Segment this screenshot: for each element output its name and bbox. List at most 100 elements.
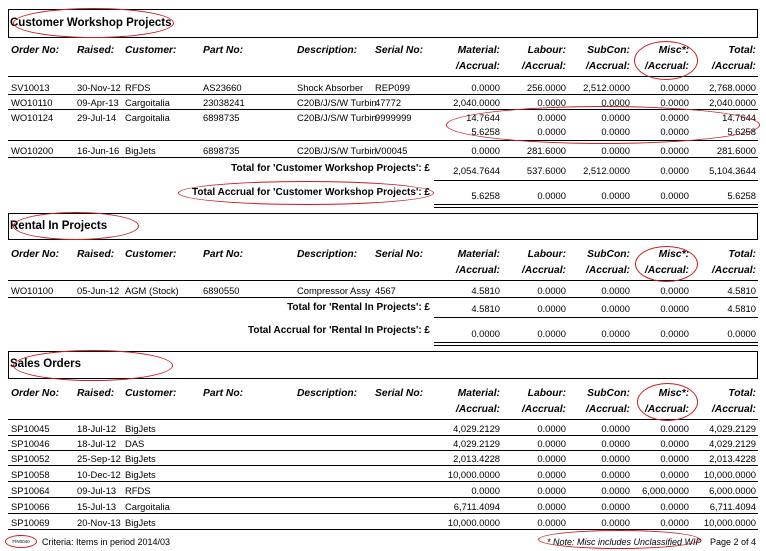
- section-total-label: Total for 'Customer Workshop Projects': …: [231, 163, 430, 174]
- total-labour: 537.6000: [526, 165, 566, 176]
- col-material: Material:: [457, 45, 500, 56]
- labour: 0.0000: [537, 485, 566, 496]
- customer: BigJets: [125, 469, 156, 480]
- serial-no: 47772: [375, 97, 402, 108]
- part-no: 23038241: [203, 97, 245, 108]
- description: C20B/J/S/W Turbin: [297, 112, 377, 123]
- labour: 281.6000: [526, 145, 566, 156]
- misc: 0.0000: [660, 517, 689, 528]
- part-no: AS23660: [203, 82, 242, 93]
- accrual-labour: 0.0000: [537, 190, 566, 201]
- accrual-total: 5.6258: [727, 190, 756, 201]
- col-total-accrual: /Accrual:: [711, 61, 756, 72]
- row-rule: [8, 497, 758, 498]
- accrual-rule: [434, 204, 758, 205]
- material: 0.0000: [471, 485, 500, 496]
- total-material: 2,054.7644: [453, 165, 500, 176]
- subcon: 2,512.0000: [583, 82, 630, 93]
- serial-no: REP099: [375, 82, 410, 93]
- misc: 0.0000: [660, 453, 689, 464]
- misc: 0.0000: [660, 501, 689, 512]
- labour: 0.0000: [537, 501, 566, 512]
- total: 281.6000: [716, 145, 756, 156]
- order-no: SP10052: [11, 453, 50, 464]
- material: 4,029.2129: [453, 438, 500, 449]
- order-no: WO10124: [11, 112, 54, 123]
- raised-date: 05-Jun-12: [77, 285, 120, 296]
- total: 10,000.0000: [703, 517, 756, 528]
- subcon: 0.0000: [601, 423, 630, 434]
- misc: 0.0000: [660, 97, 689, 108]
- description: C20B/J/S/W Turbin: [297, 145, 377, 156]
- labour: 0.0000: [537, 423, 566, 434]
- total-labour: 0.0000: [537, 303, 566, 314]
- labour: 0.0000: [537, 285, 566, 296]
- accrual-misc: 0.0000: [660, 328, 689, 339]
- col-part-no: Part No:: [203, 249, 244, 260]
- section-header-sales-orders: [8, 351, 758, 379]
- col-labour-accrual: /Accrual:: [521, 404, 566, 415]
- serial-no: 4567: [375, 285, 396, 296]
- accrual-misc: 0.0000: [660, 190, 689, 201]
- col-order-no: Order No:: [11, 45, 60, 56]
- total-misc: 0.0000: [660, 165, 689, 176]
- highlight-ellipse-misc-header: [635, 246, 698, 282]
- material: 4.5810: [471, 285, 500, 296]
- col-material: Material:: [457, 388, 500, 399]
- raised-date: 18-Jul-12: [77, 423, 117, 434]
- material: 2,013.4228: [453, 453, 500, 464]
- customer: BigJets: [125, 423, 156, 434]
- col-raised: Raised:: [77, 249, 115, 260]
- total-misc: 0.0000: [660, 303, 689, 314]
- serial-no: 9999999: [375, 112, 412, 123]
- col-serial-no: Serial No:: [375, 388, 424, 399]
- total-subcon: 2,512.0000: [583, 165, 630, 176]
- order-no: SP10045: [11, 423, 50, 434]
- order-no: SP10058: [11, 469, 50, 480]
- misc: 0.0000: [660, 285, 689, 296]
- part-no: 6898735: [203, 112, 240, 123]
- misc: 0.0000: [660, 438, 689, 449]
- col-material-accrual: /Accrual:: [455, 404, 500, 415]
- row-rule: [8, 513, 758, 514]
- total-rule: [434, 317, 758, 318]
- subcon: 0.0000: [601, 485, 630, 496]
- col-description: Description:: [297, 388, 358, 399]
- material: 2,040.0000: [453, 97, 500, 108]
- misc: 0.0000: [660, 469, 689, 480]
- material: 10,000.0000: [447, 469, 500, 480]
- row-rule: [8, 297, 758, 298]
- col-total: Total:: [728, 45, 756, 56]
- labour: 0.0000: [537, 517, 566, 528]
- col-material-accrual: /Accrual:: [455, 61, 500, 72]
- highlight-ellipse-misc-header: [634, 41, 698, 80]
- subcon: 0.0000: [601, 517, 630, 528]
- col-subcon: SubCon:: [587, 45, 630, 56]
- col-customer: Customer:: [125, 249, 177, 260]
- order-no: WO10100: [11, 285, 54, 296]
- col-total: Total:: [728, 249, 756, 260]
- accrual-total: 0.0000: [727, 328, 756, 339]
- col-raised: Raised:: [77, 45, 115, 56]
- material: 0.0000: [471, 82, 500, 93]
- col-customer: Customer:: [125, 45, 177, 56]
- row-rule: [8, 435, 758, 436]
- subcon: 0.0000: [601, 438, 630, 449]
- part-no: 6898735: [203, 145, 240, 156]
- total: 4.5810: [727, 285, 756, 296]
- total: 10,000.0000: [703, 469, 756, 480]
- total: 4,029.2129: [709, 423, 756, 434]
- misc: 0.0000: [660, 145, 689, 156]
- col-total-accrual: /Accrual:: [711, 404, 756, 415]
- part-no: 6890550: [203, 285, 240, 296]
- header-rule: [8, 419, 758, 420]
- labour: 0.0000: [537, 469, 566, 480]
- customer: RFDS: [125, 82, 151, 93]
- subcon: 0.0000: [601, 501, 630, 512]
- col-part-no: Part No:: [203, 45, 244, 56]
- row-rule: [8, 465, 758, 466]
- customer: BigJets: [125, 517, 156, 528]
- order-no: SP10064: [11, 485, 50, 496]
- col-subcon: SubCon:: [587, 249, 630, 260]
- col-customer: Customer:: [125, 388, 177, 399]
